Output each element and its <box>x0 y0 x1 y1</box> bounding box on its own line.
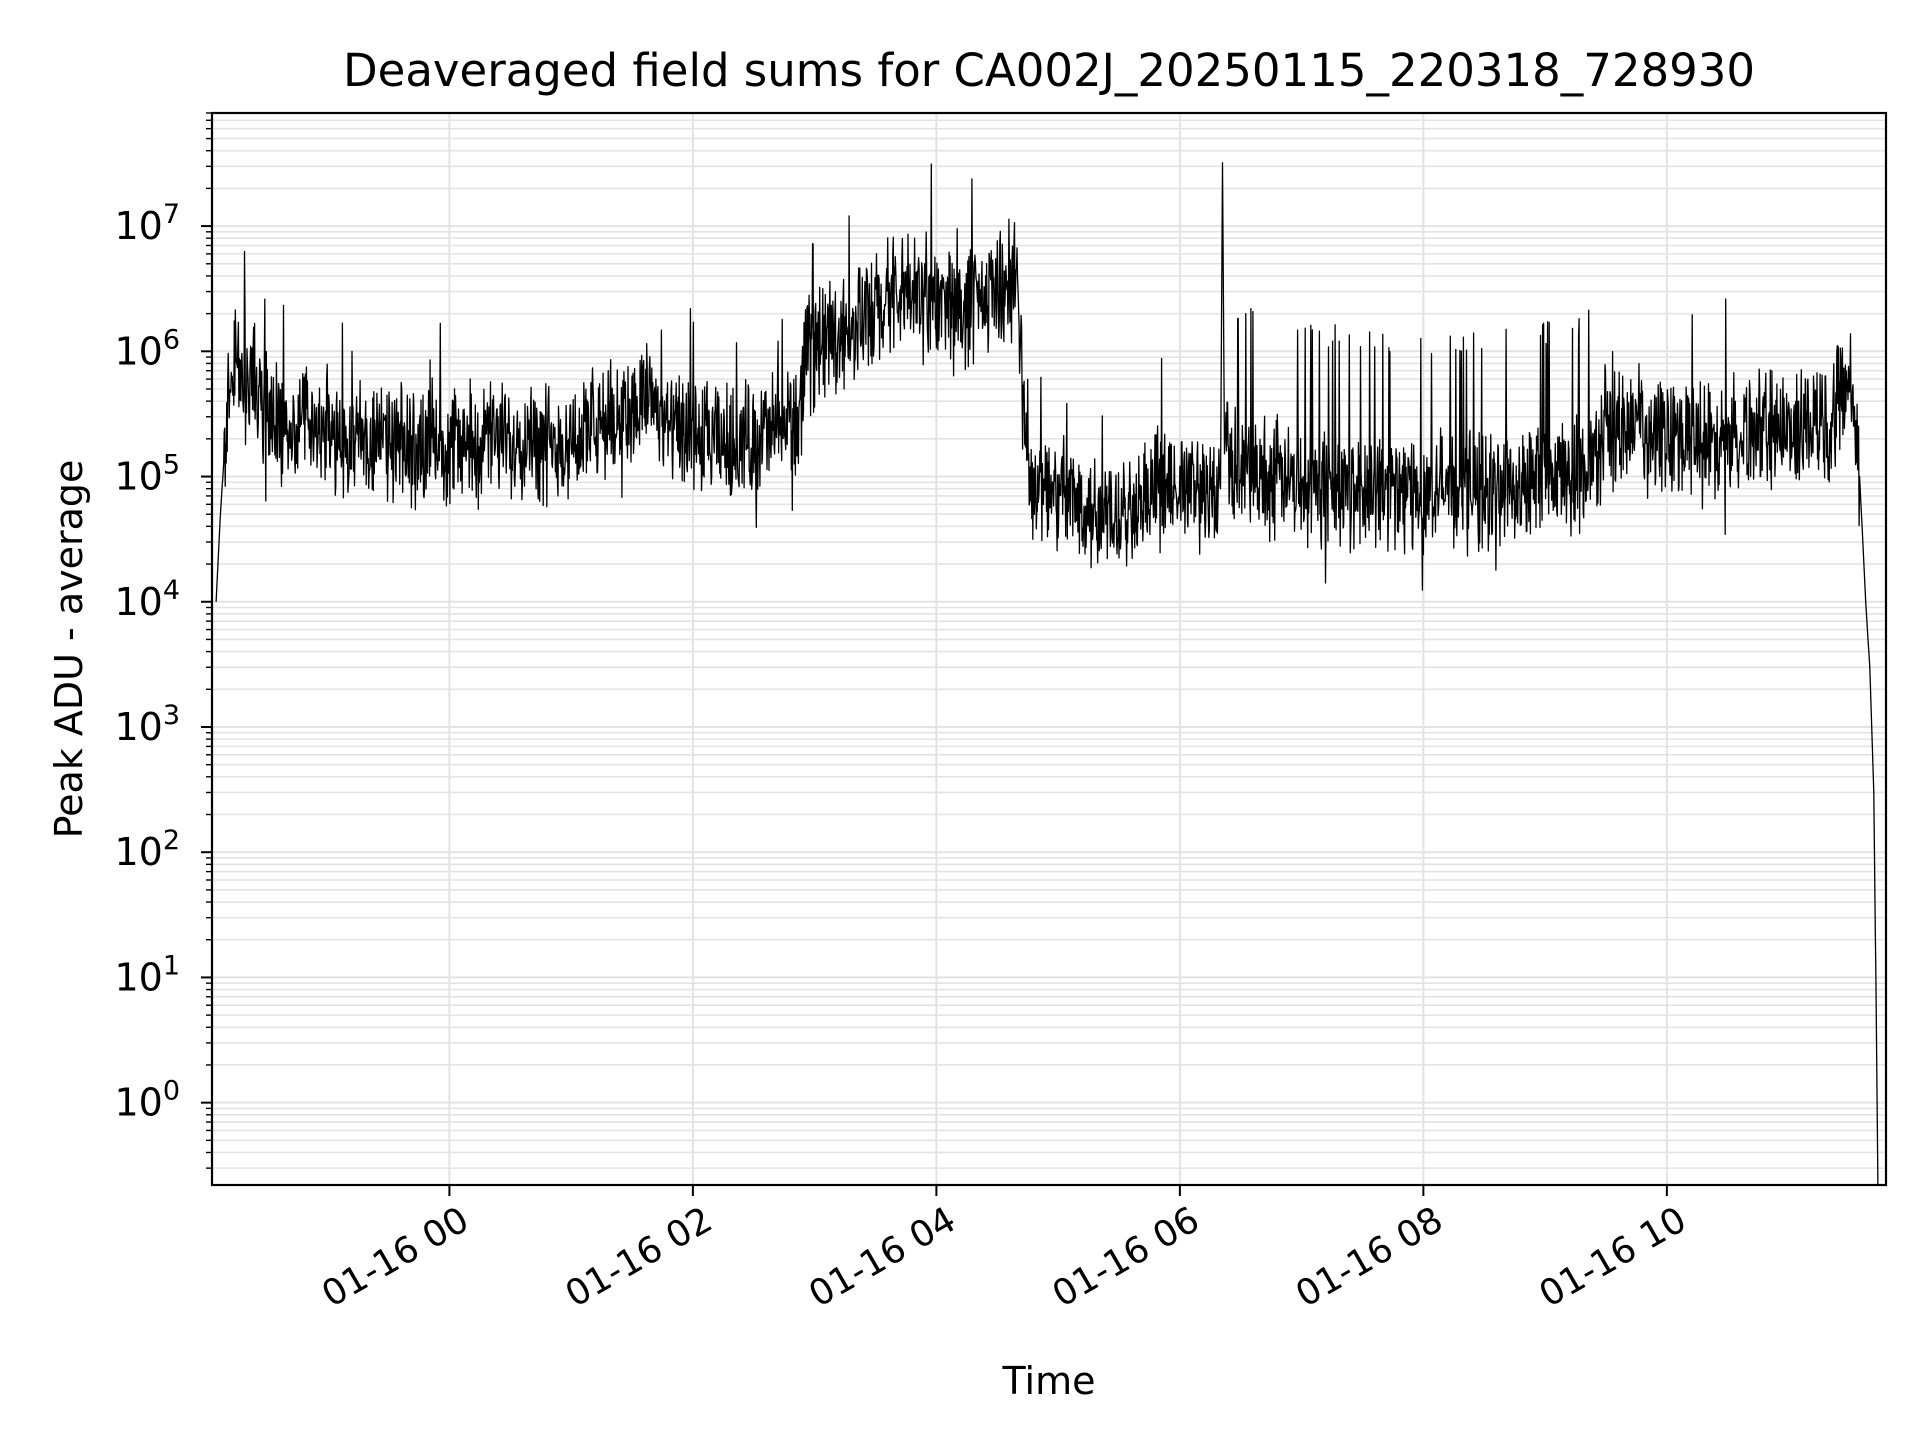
chart-title: Deaveraged field sums for CA002J_2025011… <box>343 44 1755 97</box>
grid-lines <box>212 112 1886 1185</box>
y-tick-label: 104 <box>114 575 180 624</box>
y-tick-label: 101 <box>114 950 180 999</box>
y-axis: 100 101 102 103 104 105 106 107 <box>114 112 212 1169</box>
y-tick-label: 105 <box>114 450 180 499</box>
y-tick-label: 107 <box>114 199 180 248</box>
series-layer <box>215 162 1879 1186</box>
series-line <box>215 162 1879 1186</box>
plot-frame <box>210 111 1888 1187</box>
y-axis-label: Peak ADU - average <box>47 460 91 839</box>
y-tick-label: 100 <box>114 1076 180 1125</box>
y-tick-label: 102 <box>114 825 180 874</box>
y-tick-label: 103 <box>114 700 180 749</box>
x-axis-label: Time <box>1002 1359 1096 1403</box>
y-tick-label: 106 <box>114 324 180 373</box>
